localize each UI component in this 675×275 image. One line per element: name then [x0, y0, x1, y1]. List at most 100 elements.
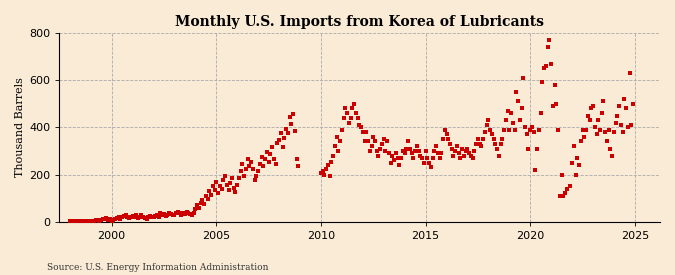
Point: [558, 194, 569, 198]
Point: [73, 218, 84, 223]
Point: [265, 152, 276, 157]
Point: [579, 134, 590, 139]
Point: [445, 142, 456, 146]
Point: [317, 169, 328, 173]
Point: [92, 218, 103, 222]
Point: [392, 156, 403, 160]
Point: [329, 144, 340, 148]
Point: [335, 139, 346, 144]
Point: [612, 113, 623, 118]
Point: [270, 162, 281, 166]
Point: [195, 201, 206, 205]
Point: [605, 146, 616, 151]
Point: [218, 178, 229, 183]
Point: [85, 219, 96, 223]
Point: [279, 136, 290, 140]
Point: [530, 167, 541, 172]
Point: [487, 132, 497, 137]
Point: [150, 214, 161, 218]
Point: [293, 164, 304, 169]
Point: [333, 149, 344, 153]
Point: [532, 146, 543, 151]
Point: [457, 146, 468, 151]
Point: [443, 137, 454, 141]
Point: [508, 120, 518, 125]
Point: [263, 159, 274, 164]
Point: [554, 194, 565, 198]
Point: [396, 156, 406, 160]
Point: [580, 128, 591, 132]
Point: [221, 183, 232, 187]
Point: [454, 151, 464, 155]
Point: [361, 130, 372, 134]
Point: [248, 166, 259, 171]
Point: [446, 146, 457, 151]
Point: [227, 176, 238, 180]
Point: [113, 215, 124, 219]
Point: [490, 142, 501, 146]
Point: [628, 101, 639, 106]
Title: Monthly U.S. Imports from Korea of Lubricants: Monthly U.S. Imports from Korea of Lubri…: [175, 15, 544, 29]
Point: [575, 139, 586, 144]
Point: [542, 45, 553, 49]
Point: [169, 213, 180, 217]
Point: [403, 139, 414, 144]
Point: [621, 106, 632, 111]
Point: [577, 128, 588, 132]
Point: [194, 205, 205, 210]
Point: [152, 213, 163, 217]
Point: [342, 111, 352, 116]
Point: [78, 219, 89, 224]
Point: [362, 139, 373, 144]
Point: [84, 219, 95, 224]
Point: [401, 146, 412, 151]
Point: [131, 213, 142, 217]
Point: [178, 211, 188, 215]
Point: [96, 218, 107, 222]
Point: [350, 111, 361, 116]
Point: [589, 125, 600, 130]
Point: [624, 71, 635, 75]
Point: [106, 218, 117, 223]
Point: [232, 183, 242, 187]
Point: [108, 218, 119, 222]
Point: [595, 128, 605, 132]
Point: [491, 146, 502, 151]
Point: [202, 197, 213, 202]
Point: [204, 189, 215, 193]
Text: Source: U.S. Energy Information Administration: Source: U.S. Energy Information Administ…: [47, 263, 269, 272]
Point: [431, 144, 441, 148]
Point: [261, 150, 272, 154]
Point: [80, 219, 91, 223]
Point: [136, 213, 146, 217]
Point: [90, 218, 101, 222]
Point: [340, 106, 351, 111]
Point: [462, 146, 473, 151]
Point: [478, 137, 489, 141]
Point: [512, 99, 523, 104]
Point: [211, 179, 221, 184]
Point: [132, 216, 143, 220]
Point: [357, 130, 368, 134]
Point: [539, 66, 549, 71]
Point: [387, 153, 398, 158]
Point: [338, 116, 349, 120]
Point: [331, 134, 342, 139]
Point: [336, 128, 347, 132]
Point: [416, 156, 427, 160]
Point: [422, 156, 433, 160]
Point: [162, 213, 173, 217]
Point: [148, 215, 159, 220]
Point: [242, 157, 253, 161]
Point: [174, 211, 185, 216]
Point: [159, 212, 169, 216]
Point: [412, 144, 423, 148]
Point: [572, 156, 583, 160]
Point: [230, 190, 241, 194]
Point: [173, 210, 184, 214]
Point: [225, 181, 236, 185]
Point: [383, 151, 394, 155]
Point: [600, 130, 611, 134]
Point: [399, 151, 410, 155]
Point: [551, 101, 562, 106]
